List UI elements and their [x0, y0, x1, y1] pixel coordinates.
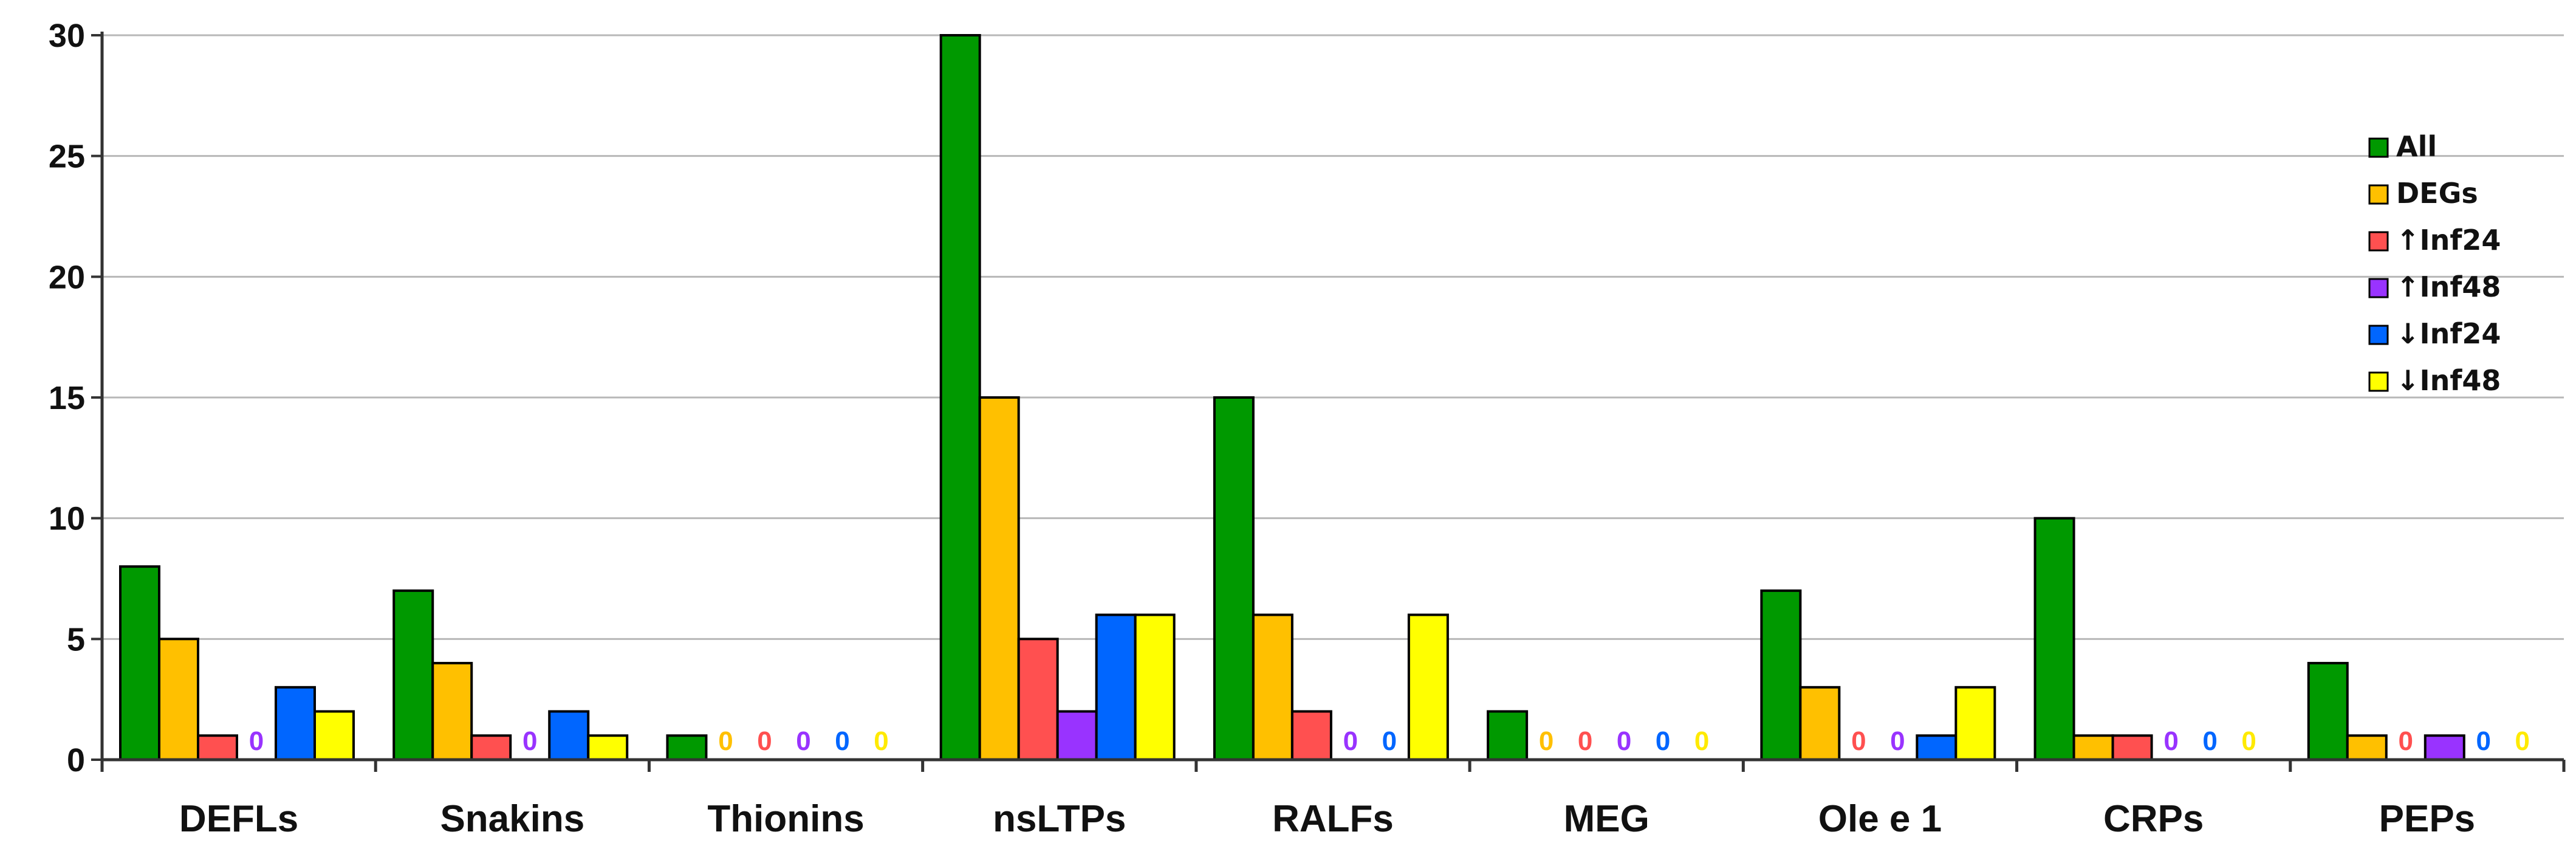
bar [275, 686, 316, 762]
bar [2111, 734, 2153, 762]
zero-value-label: 0 [1617, 726, 1631, 756]
y-tick-label: 30 [49, 18, 85, 54]
zero-value-label: 0 [1694, 726, 1709, 756]
legend-swatch [2368, 184, 2389, 205]
y-tick-label: 25 [49, 139, 85, 175]
x-category-label: CRPs [2103, 798, 2204, 840]
zero-value-label: 0 [874, 726, 888, 756]
axes [91, 32, 2566, 772]
y-tick-label: 0 [67, 742, 85, 779]
bar [119, 565, 160, 762]
bar [2346, 734, 2388, 762]
bar [1954, 686, 1996, 762]
x-category-label: MEG [1564, 798, 1649, 840]
zero-value-label: 0 [1851, 726, 1866, 756]
zero-value-label: 0 [522, 726, 537, 756]
zero-value-label: 0 [1343, 726, 1358, 756]
x-category-label: Thionins [707, 798, 864, 840]
x-category-label: PEPs [2379, 798, 2476, 840]
zero-value-label: 0 [2515, 726, 2530, 756]
legend-swatch [2368, 137, 2389, 158]
bar [1213, 396, 1255, 761]
legend-swatch [2368, 325, 2389, 345]
bar [470, 734, 512, 762]
y-tick-labels: 0 5 10 15 20 25 30 [49, 18, 85, 779]
bar [1017, 638, 1059, 762]
bar [548, 710, 590, 761]
legend-label: ↑Inf24 [2396, 224, 2501, 256]
bar [197, 734, 238, 762]
legend-label: ↑Inf48 [2396, 270, 2501, 303]
zero-value-label: 0 [2241, 726, 2256, 756]
legend-label: ↓Inf48 [2396, 364, 2501, 397]
bar [2033, 517, 2075, 762]
legend-label: All [2396, 130, 2437, 163]
legend-swatch [2368, 371, 2389, 392]
x-category-label: DEFLs [179, 798, 298, 840]
bar [431, 662, 473, 761]
zero-value-label: 0 [1656, 726, 1670, 756]
bar [1487, 710, 1529, 761]
zero-value-label: 0 [1578, 726, 1592, 756]
zero-value-label: 0 [249, 726, 264, 756]
legend-swatch [2368, 278, 2389, 298]
y-tick-label: 5 [67, 621, 85, 658]
bar [1760, 589, 1802, 761]
x-category-label: nsLTPs [993, 798, 1126, 840]
bar [1799, 686, 1841, 762]
bar [158, 638, 199, 762]
zero-value-label: 0 [2163, 726, 2178, 756]
zero-value-label: 0 [757, 726, 772, 756]
x-category-labels: DEFLs Snakins Thionins nsLTPs RALFs MEG Ole e … [179, 798, 2475, 840]
legend-label: DEGs [2396, 177, 2478, 210]
x-category-label: Ole e 1 [1818, 798, 1942, 840]
bar [1056, 710, 1098, 761]
bar [313, 710, 355, 761]
y-tick-label: 10 [49, 501, 85, 537]
bar [1916, 734, 1958, 762]
legend-swatch [2368, 231, 2389, 252]
bar [2307, 662, 2349, 761]
bar [1290, 710, 1332, 761]
y-tick-label: 15 [49, 380, 85, 416]
zero-value-label: 0 [1382, 726, 1397, 756]
legend-label: ↓Inf24 [2396, 317, 2501, 350]
bar [2072, 734, 2114, 762]
zero-value-label: 0 [2399, 726, 2413, 756]
bar [392, 589, 434, 761]
bar [587, 734, 629, 762]
bar [1252, 613, 1293, 761]
bar [666, 734, 708, 762]
zero-value-label: 0 [796, 726, 810, 756]
bar [1095, 613, 1137, 761]
zero-value-label: 0 [2202, 726, 2217, 756]
x-category-label: Snakins [440, 798, 584, 840]
bar [939, 34, 981, 761]
y-tick-label: 20 [49, 259, 85, 295]
zero-value-label: 0 [1539, 726, 1553, 756]
gridlines [102, 34, 2564, 640]
legend: All DEGs ↑Inf24 ↑Inf48 ↓Inf24 ↓Inf48 [2368, 130, 2501, 397]
zero-value-label: 0 [718, 726, 733, 756]
bar [978, 396, 1020, 761]
zero-value-label: 0 [2476, 726, 2491, 756]
zero-value-label: 0 [835, 726, 849, 756]
bar [2424, 734, 2465, 762]
bar [1407, 613, 1449, 761]
bar [1134, 613, 1176, 761]
zero-value-label: 0 [1890, 726, 1905, 756]
x-category-label: RALFs [1272, 798, 1394, 840]
bars [119, 34, 2465, 762]
